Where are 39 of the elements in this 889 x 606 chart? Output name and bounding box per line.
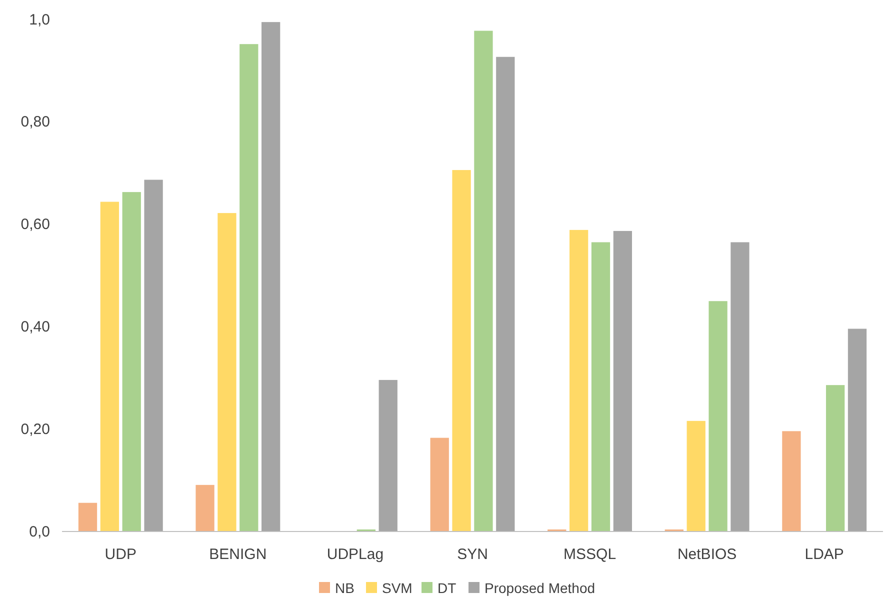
legend-label: SVM bbox=[382, 580, 412, 596]
legend-label: DT bbox=[438, 580, 457, 596]
y-tick-label: 0,20 bbox=[20, 420, 50, 438]
bar bbox=[100, 202, 119, 531]
bar bbox=[708, 301, 728, 531]
bar bbox=[730, 242, 750, 531]
x-tick-label: MSSQL bbox=[564, 546, 616, 563]
bar bbox=[848, 328, 867, 531]
y-tick-label: 0,80 bbox=[20, 114, 50, 131]
x-tick-label: UDPLag bbox=[326, 546, 384, 563]
y-tick-label: 1,0 bbox=[29, 11, 50, 28]
x-tick-label: NetBIOS bbox=[677, 546, 737, 563]
bar bbox=[430, 438, 449, 531]
bar bbox=[78, 502, 98, 531]
bar bbox=[782, 431, 801, 531]
bar bbox=[826, 385, 845, 531]
x-tick-label: UDP bbox=[104, 546, 136, 563]
y-tick-label: 0,40 bbox=[20, 318, 50, 336]
bar bbox=[591, 242, 610, 531]
y-tick-label: 0,0 bbox=[29, 523, 50, 540]
x-tick-label: BENIGN bbox=[209, 546, 267, 563]
y-tick-label: 0,60 bbox=[20, 216, 50, 234]
bar bbox=[240, 44, 258, 531]
bar bbox=[452, 170, 471, 531]
bar bbox=[496, 56, 515, 531]
x-tick-label: LDAP bbox=[804, 546, 844, 563]
bar bbox=[613, 230, 632, 531]
x-tick-label: SYN bbox=[457, 546, 488, 563]
bar bbox=[122, 192, 141, 531]
bar bbox=[686, 420, 706, 531]
bar bbox=[144, 180, 163, 531]
legend-label: NB bbox=[335, 580, 354, 596]
bar bbox=[218, 213, 236, 531]
legend-label: Proposed Method bbox=[484, 580, 596, 596]
bar bbox=[474, 30, 493, 531]
bar bbox=[569, 230, 588, 531]
bar bbox=[378, 380, 398, 531]
bar bbox=[262, 22, 280, 531]
bar bbox=[196, 484, 214, 531]
